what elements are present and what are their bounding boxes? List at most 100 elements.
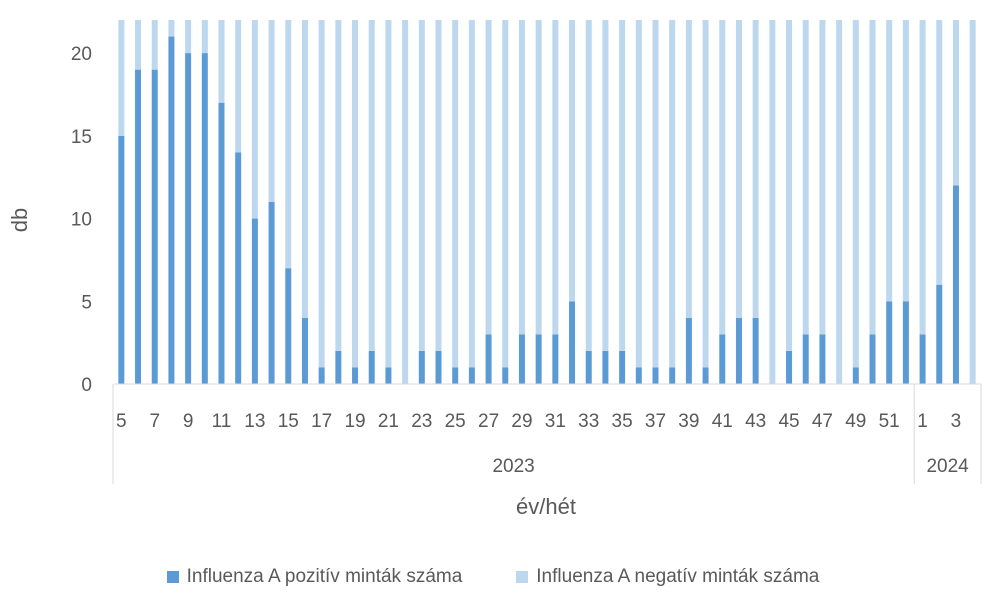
- legend: Influenza A pozitív minták száma Influen…: [0, 566, 986, 588]
- bar-positive-11-6: [218, 102, 225, 384]
- x-tick-label: 15: [278, 411, 299, 432]
- y-tick-label: 15: [71, 127, 92, 148]
- x-tick-label: 33: [578, 411, 599, 432]
- x-tick-label: 37: [645, 411, 666, 432]
- x-axis-title: év/hét: [516, 494, 576, 519]
- bar-positive-17-12: [318, 367, 325, 384]
- bar-negative-11-6: [218, 20, 225, 103]
- x-tick-label: 31: [545, 411, 566, 432]
- bar-negative-45-40: [786, 20, 793, 351]
- bar-positive-36-31: [635, 367, 642, 384]
- x-tick-label: 25: [445, 411, 466, 432]
- bar-negative-34-29: [602, 20, 609, 351]
- bar-positive-47-42: [819, 334, 826, 384]
- x-tick-label: 17: [311, 411, 332, 432]
- bar-negative-33-28: [585, 20, 592, 351]
- legend-label-negative: Influenza A negatív minták száma: [536, 566, 820, 587]
- bar-positive-12-7: [235, 152, 242, 384]
- bar-negative-1-48: [919, 20, 926, 335]
- bar-positive-6-1: [135, 69, 142, 384]
- bar-negative-24-19: [435, 20, 442, 351]
- x-tick-label: 11: [212, 411, 232, 432]
- y-tick-label: 0: [81, 375, 92, 396]
- x-tick-label: 45: [778, 411, 799, 432]
- bar-negative-48-43: [836, 20, 843, 384]
- bar-positive-32-27: [569, 301, 576, 384]
- bar-positive-40-35: [702, 367, 709, 384]
- x-tick-label: 49: [845, 411, 866, 432]
- x-tick-label: 23: [411, 411, 432, 432]
- bar-negative-5-0: [118, 20, 125, 136]
- bar-positive-15-10: [285, 268, 292, 384]
- bar-positive-46-41: [802, 334, 809, 384]
- bar-negative-35-30: [619, 20, 626, 351]
- bar-negative-20-15: [368, 20, 375, 351]
- bars-layer: [118, 20, 976, 385]
- x-year-label: 2024: [926, 456, 969, 477]
- bar-negative-15-10: [285, 20, 292, 269]
- bar-positive-38-33: [669, 367, 676, 384]
- x-tick-label: 47: [812, 411, 833, 432]
- bar-positive-10-5: [201, 53, 208, 385]
- bar-negative-28-23: [502, 20, 509, 368]
- bar-positive-20-15: [368, 350, 375, 384]
- bar-positive-43-38: [752, 317, 759, 384]
- bar-negative-38-33: [669, 20, 676, 368]
- legend-swatch-positive: [166, 571, 179, 583]
- x-tick-label: 51: [879, 411, 900, 432]
- bar-negative-51-46: [886, 20, 893, 302]
- bar-positive-37-32: [652, 367, 659, 384]
- bar-negative-22-17: [402, 20, 409, 384]
- bar-positive-1-48: [919, 334, 926, 384]
- bar-positive-8-3: [168, 36, 175, 385]
- x-tick-label: 9: [183, 411, 194, 432]
- bar-positive-18-13: [335, 350, 342, 384]
- legend-item-negative: Influenza A negatív minták száma: [516, 566, 819, 588]
- bar-positive-27-22: [485, 334, 492, 384]
- bar-negative-17-12: [318, 20, 325, 368]
- bar-negative-32-27: [569, 20, 576, 302]
- x-year-label: 2023: [492, 456, 534, 477]
- bar-positive-29-24: [518, 334, 525, 384]
- bar-positive-26-21: [468, 367, 475, 384]
- bar-negative-9-4: [185, 20, 192, 54]
- x-tick-label: 43: [745, 411, 766, 432]
- bar-negative-31-26: [552, 20, 559, 335]
- bar-negative-8-3: [168, 20, 175, 37]
- bar-positive-45-40: [786, 350, 793, 384]
- x-tick-label: 7: [149, 411, 160, 432]
- bar-negative-42-37: [735, 20, 742, 318]
- bar-positive-41-36: [719, 334, 726, 384]
- bar-positive-5-0: [118, 135, 125, 384]
- bar-positive-19-14: [352, 367, 359, 384]
- bar-positive-49-44: [852, 367, 859, 384]
- bar-negative-18-13: [335, 20, 342, 351]
- bar-negative-49-44: [852, 20, 859, 368]
- x-tick-label: 29: [511, 411, 532, 432]
- legend-swatch-negative: [516, 571, 529, 583]
- y-tick-label: 5: [81, 292, 92, 313]
- bar-positive-33-28: [585, 350, 592, 384]
- bar-positive-39-34: [685, 317, 692, 384]
- bar-negative-25-20: [452, 20, 459, 368]
- x-tick-label: 35: [612, 411, 633, 432]
- x-tick-label: 39: [678, 411, 699, 432]
- x-tick-label: 21: [378, 411, 399, 432]
- bar-positive-9-4: [185, 53, 192, 385]
- bar-positive-21-16: [385, 367, 392, 384]
- bar-negative-44-39: [769, 20, 776, 384]
- bar-negative-26-21: [468, 20, 475, 368]
- bar-negative-50-45: [869, 20, 876, 335]
- bar-negative-19-14: [352, 20, 359, 368]
- bar-negative-7-2: [151, 20, 158, 70]
- bar-positive-31-26: [552, 334, 559, 384]
- bar-negative-21-16: [385, 20, 392, 368]
- bar-negative-52-47: [902, 20, 909, 302]
- x-tick-label: 19: [344, 411, 365, 432]
- bar-negative-36-31: [635, 20, 642, 368]
- bar-positive-16-11: [301, 317, 308, 384]
- bar-positive-30-25: [535, 334, 542, 384]
- bar-positive-23-18: [418, 350, 425, 384]
- bar-positive-35-30: [619, 350, 626, 384]
